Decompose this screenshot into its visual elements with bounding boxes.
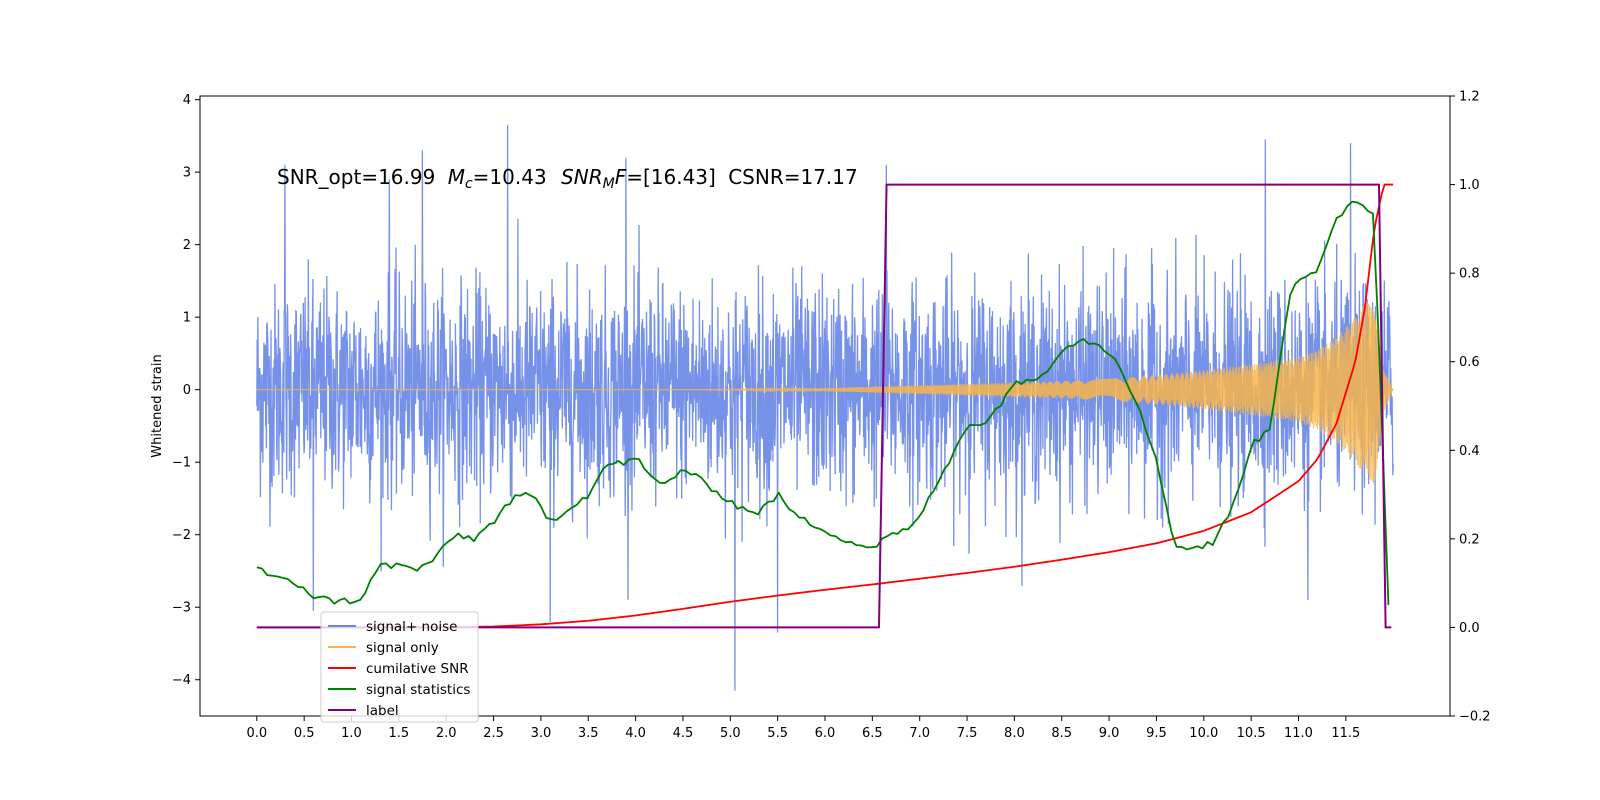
left-tick-label: −4 xyxy=(172,673,191,688)
left-tick-label: 4 xyxy=(183,93,191,108)
x-tick-label: 4.5 xyxy=(673,726,694,741)
x-tick-label: 10.0 xyxy=(1189,726,1218,741)
y-axis-label: Whitened strain xyxy=(150,354,165,457)
snrmf-symbol: SNR xyxy=(561,165,603,189)
x-axis: 0.0 0.5 1.0 1.5 2.0 2.5 3.0 3.5 4.0 4.5 5.0 5.5 6.0 6… xyxy=(246,716,1360,741)
right-tick-label: 0.8 xyxy=(1459,267,1480,282)
x-tick-label: 9.5 xyxy=(1146,726,1167,741)
x-tick-label: 11.5 xyxy=(1331,726,1360,741)
x-tick-label: 11.0 xyxy=(1284,726,1313,741)
mc-symbol: M xyxy=(448,165,465,189)
x-tick-label: 0.5 xyxy=(294,726,315,741)
legend-label-cumilative-snr: cumilative SNR xyxy=(366,661,469,677)
series-signal-noise xyxy=(256,125,1394,691)
right-tick-label: −0.2 xyxy=(1459,710,1491,725)
x-tick-label: 6.5 xyxy=(862,726,883,741)
snrmf-f: F xyxy=(615,165,627,189)
left-axis: 4 3 2 1 0 −1 −2 −3 −4 xyxy=(172,93,200,688)
right-axis: 1.2 1.0 0.8 0.6 0.4 0.2 0.0 −0.2 xyxy=(1450,90,1491,725)
right-tick-label: 0.2 xyxy=(1459,532,1480,547)
x-tick-label: 9.0 xyxy=(1099,726,1120,741)
x-tick-label: 7.0 xyxy=(909,726,930,741)
x-tick-label: 1.0 xyxy=(341,726,362,741)
x-tick-label: 3.0 xyxy=(531,726,552,741)
x-tick-label: 2.0 xyxy=(436,726,457,741)
right-tick-label: 0.0 xyxy=(1459,621,1480,636)
left-tick-label: −1 xyxy=(172,456,191,471)
left-tick-label: −3 xyxy=(172,601,191,616)
mc-subscript: c xyxy=(465,176,473,192)
x-tick-label: 3.5 xyxy=(578,726,599,741)
left-tick-label: 3 xyxy=(183,166,191,181)
legend-label-signal-noise: signal+ noise xyxy=(366,619,457,635)
series-layer xyxy=(256,125,1394,691)
snr-opt-label: SNR_opt=16.99 xyxy=(277,165,435,189)
left-tick-label: −2 xyxy=(172,528,191,543)
right-tick-label: 1.0 xyxy=(1459,178,1480,193)
x-tick-label: 10.5 xyxy=(1237,726,1266,741)
legend: signal+ noise signal only cumilative SNR si… xyxy=(320,611,479,723)
x-tick-label: 4.0 xyxy=(625,726,646,741)
x-tick-label: 8.0 xyxy=(1004,726,1025,741)
x-tick-label: 2.5 xyxy=(483,726,504,741)
x-tick-label: 0.0 xyxy=(246,726,267,741)
left-tick-label: 1 xyxy=(183,311,191,326)
right-tick-label: 0.4 xyxy=(1459,444,1480,459)
x-tick-label: 7.5 xyxy=(957,726,978,741)
left-tick-label: 2 xyxy=(183,238,191,253)
left-tick-label: 0 xyxy=(183,383,191,398)
legend-label-signal-only: signal only xyxy=(366,640,439,656)
legend-label-label: label xyxy=(366,703,399,719)
snrmf-value: =[16.43] xyxy=(626,165,716,189)
legend-box xyxy=(320,611,479,723)
series-label xyxy=(256,183,1392,629)
mc-value: =10.43 xyxy=(473,165,547,189)
csnr-label: CSNR=17.17 xyxy=(728,165,858,189)
x-tick-label: 6.0 xyxy=(815,726,836,741)
legend-label-signal-statistics: signal statistics xyxy=(366,682,470,698)
series-signal-statistics xyxy=(256,200,1390,606)
chart-annotation: SNR_opt=16.99 Mc=10.43 SNRMF=[16.43] CSN… xyxy=(277,165,858,192)
x-tick-label: 8.5 xyxy=(1051,726,1072,741)
x-tick-label: 1.5 xyxy=(389,726,410,741)
right-tick-label: 1.2 xyxy=(1459,90,1480,105)
series-signal-only xyxy=(256,302,1394,484)
x-tick-label: 5.0 xyxy=(720,726,741,741)
right-tick-label: 0.6 xyxy=(1459,355,1480,370)
snrmf-subscript: M xyxy=(603,176,615,192)
x-tick-label: 5.5 xyxy=(767,726,788,741)
